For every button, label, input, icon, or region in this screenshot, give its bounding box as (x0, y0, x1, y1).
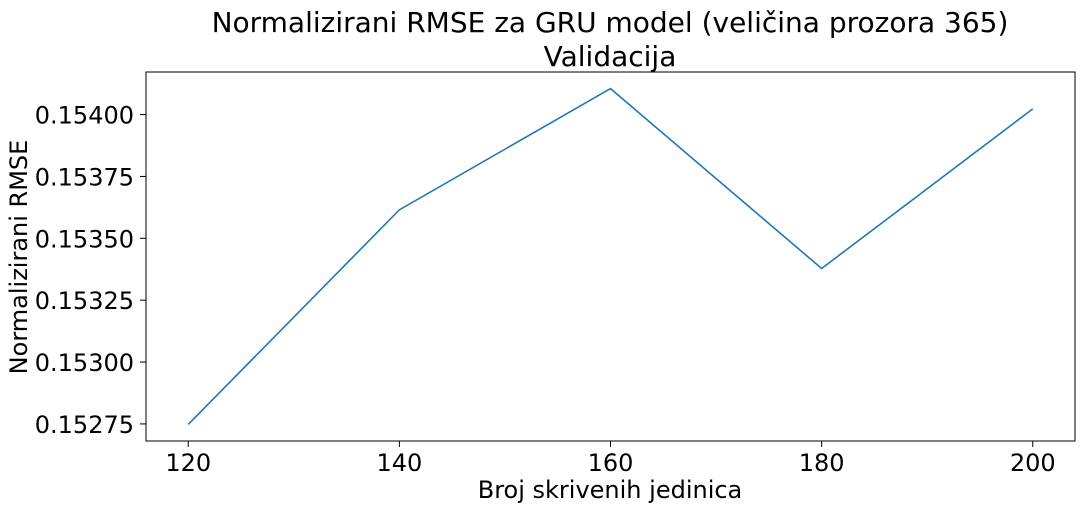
x-tick-label: 120 (165, 449, 211, 477)
y-tick-label: 0.15325 (35, 287, 134, 315)
series-line (187, 87, 1034, 425)
chart-title: Normalizirani RMSE za GRU model (veličin… (212, 6, 1009, 39)
series-layer (187, 87, 1034, 425)
y-tick-label: 0.15375 (35, 163, 134, 191)
y-axis: 0.15275 0.15300 0.15325 0.15350 0.15375 0.154… (35, 102, 146, 439)
x-axis: 120 140 160 180 200 (165, 441, 1056, 477)
y-tick-label: 0.15350 (35, 225, 134, 253)
x-tick-label: 140 (376, 449, 422, 477)
y-tick-label: 0.15400 (35, 102, 134, 130)
chart-subtitle: Validacija (544, 40, 677, 73)
x-axis-label: Broj skrivenih jedinica (478, 476, 743, 504)
x-tick-label: 160 (588, 449, 634, 477)
plot-area (145, 71, 1076, 442)
y-tick-label: 0.15300 (35, 349, 134, 377)
x-tick-label: 200 (1010, 449, 1056, 477)
y-tick-label: 0.15275 (35, 411, 134, 439)
y-axis-label: Normalizirani RMSE (5, 140, 33, 375)
x-tick-label: 180 (799, 449, 845, 477)
